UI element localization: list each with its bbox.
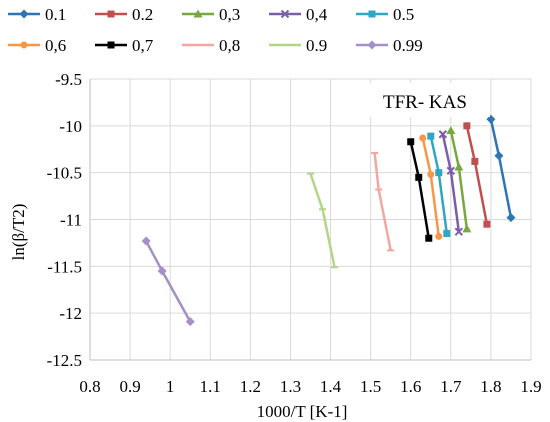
- legend-item: 0,6: [8, 36, 66, 55]
- legend-item: 0.5: [356, 5, 414, 24]
- data-point-marker: [368, 10, 376, 18]
- data-point-marker: [427, 171, 435, 179]
- y-tick-label: -10: [59, 117, 82, 136]
- x-tick-label: 0.8: [79, 377, 100, 396]
- legend-label: 0.99: [393, 36, 423, 55]
- legend-item: 0.1: [8, 5, 66, 24]
- annotation-label: TFR- KAS: [383, 92, 467, 113]
- legend-label: 0.9: [306, 36, 327, 55]
- legend-item: 0.9: [269, 36, 327, 55]
- data-point-marker: [407, 138, 415, 146]
- data-point-marker: [20, 41, 28, 49]
- y-axis-title: ln(β/T2): [9, 204, 28, 261]
- data-point-marker: [483, 220, 491, 228]
- x-tick-label: 1.1: [200, 377, 221, 396]
- x-tick-label: 1.3: [280, 377, 301, 396]
- legend-label: 0,6: [45, 36, 66, 55]
- legend-label: 0,3: [219, 5, 240, 24]
- data-point-marker: [446, 126, 456, 135]
- plot-area: [141, 114, 516, 327]
- data-point-marker: [157, 266, 167, 276]
- legend-label: 0,7: [132, 36, 154, 55]
- data-point-marker: [463, 122, 471, 130]
- y-tick-label: -11: [60, 211, 82, 230]
- data-point-marker: [494, 151, 504, 161]
- legend-label: 0.2: [132, 5, 153, 24]
- x-tick-label: 1.9: [520, 377, 541, 396]
- legend-label: 0.5: [393, 5, 414, 24]
- legend: 0.1 0.2 0,3 0,4 0.5 0,6 0,7 0,8 0.9 0.99: [8, 5, 423, 55]
- x-tick-label: 1.4: [320, 377, 342, 396]
- x-tick-label: 1.8: [480, 377, 501, 396]
- series-line: [465, 125, 489, 225]
- x-tick-label: 1: [166, 377, 175, 396]
- data-point-marker: [107, 41, 115, 49]
- data-point-marker: [435, 169, 443, 177]
- data-point-marker: [107, 10, 115, 18]
- legend-item: 0,7: [95, 36, 154, 55]
- legend-item: 0,8: [182, 36, 240, 55]
- legend-item: 0,3: [182, 5, 240, 24]
- y-tick-label: -12: [59, 304, 82, 323]
- data-point-marker: [454, 162, 464, 171]
- data-point-marker: [435, 232, 443, 240]
- legend-item: 0,4: [269, 5, 328, 24]
- legend-label: 0.1: [45, 5, 66, 24]
- data-point-marker: [454, 227, 464, 236]
- series-line: [373, 152, 392, 251]
- data-point-marker: [193, 9, 203, 18]
- data-point-marker: [425, 234, 433, 242]
- series-line: [489, 119, 513, 218]
- data-point-marker: [443, 230, 451, 238]
- data-point-marker: [141, 236, 151, 246]
- data-point-marker: [419, 134, 427, 142]
- data-point-marker: [427, 132, 435, 140]
- x-axis-title: 1000/T [K-1]: [257, 402, 348, 421]
- annotation-box: [368, 83, 490, 117]
- x-tick-label: 1.5: [360, 377, 381, 396]
- axes: 0.8 0.9 1 1.1 1.2 1.3 1.4 1.5 1.6 1.7 1.8 1.9 -9.5 -1…: [47, 70, 542, 396]
- x-tick-label: 1.7: [440, 377, 462, 396]
- data-point-marker: [280, 9, 290, 19]
- data-point-marker: [471, 157, 479, 165]
- data-point-marker: [415, 173, 423, 181]
- data-point-marker: [185, 317, 195, 327]
- y-tick-label: -9.5: [55, 70, 82, 89]
- legend-label: 0,4: [306, 5, 328, 24]
- legend-label: 0,8: [219, 36, 240, 55]
- data-point-marker: [19, 9, 29, 19]
- data-point-marker: [506, 213, 516, 223]
- data-point-marker: [486, 114, 496, 124]
- x-tick-label: 0.9: [119, 377, 140, 396]
- x-tick-label: 1.2: [240, 377, 261, 396]
- y-tick-label: -12.5: [47, 351, 82, 370]
- y-tick-label: -10.5: [47, 164, 82, 183]
- data-point-marker: [367, 40, 377, 50]
- legend-item: 0.2: [95, 5, 153, 24]
- series-line: [145, 240, 192, 323]
- y-tick-label: -11.5: [47, 257, 82, 276]
- legend-item: 0.99: [356, 36, 423, 55]
- data-point-marker: [462, 224, 472, 233]
- data-point-marker: [446, 166, 456, 176]
- data-point-marker: [438, 130, 448, 139]
- x-tick-label: 1.6: [400, 377, 421, 396]
